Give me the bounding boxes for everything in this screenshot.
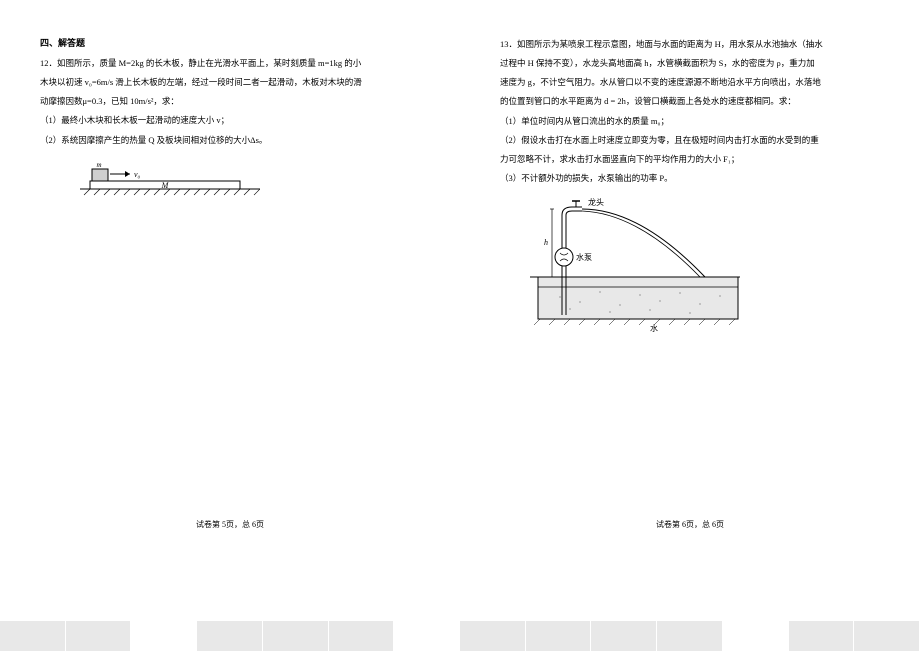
p13-sub3: （3）不计额外功的损失，水泵输出的功率 P。 (500, 170, 880, 186)
p12-line3: 动摩擦因数μ=0.3，已知 10m/s²，求： (40, 93, 420, 109)
page-left: 四、解答题 12．如图所示，质量 M=2kg 的长木板，静止在光滑水平面上，某时… (0, 0, 460, 620)
p13-line4: 的位置到管口的水平距离为 d = 2h，设管口横截面上各处水的速度都相同。求： (500, 93, 880, 109)
fig12-m: m (96, 161, 101, 169)
fig13-pump: 水泵 (576, 252, 592, 262)
section-title: 四、解答题 (40, 36, 420, 49)
p12-line1: 12．如图所示，质量 M=2kg 的长木板，静止在光滑水平面上，某时刻质量 m=… (40, 55, 420, 71)
fig13-h: h (544, 238, 548, 247)
fig13-tap: 龙头 (588, 197, 604, 207)
bottom-band (0, 621, 920, 651)
fig12-v0: v₀ (134, 170, 141, 179)
p13-sub1: （1）单位时间内从管口流出的水的质量 m₀； (500, 113, 880, 129)
p12-sub2: （2）系统因摩擦产生的热量 Q 及板块间相对位移的大小Δs。 (40, 132, 420, 148)
page-right: 13．如图所示为某喷泉工程示意图，地面与水面的距离为 H，用水泵从水池抽水（抽水… (460, 0, 920, 620)
p13-line2: 过程中 H 保持不变），水龙头高地面高 h，水管横截面积为 S，水的密度为 ρ，… (500, 55, 880, 71)
p13-sub2b: 力可忽略不计，求水击打水面竖直向下的平均作用力的大小 F₁； (500, 151, 880, 167)
p13-line1: 13．如图所示为某喷泉工程示意图，地面与水面的距离为 H，用水泵从水池抽水（抽水 (500, 36, 880, 52)
p12-line2: 木块以初速 v₀=6m/s 滑上长木板的左端，经过一段时间二者一起滑动，木板对木… (40, 74, 420, 90)
fig12-M: M (161, 181, 170, 190)
footer-right: 试卷第 6页，总 6页 (460, 519, 920, 530)
p12-sub1: （1）最终小木块和长木板一起滑动的速度大小 v； (40, 112, 420, 128)
footer-left: 试卷第 5页，总 6页 (0, 519, 460, 530)
p13-line3: 速度为 g，不计空气阻力。水从管口以不变的速度源源不断地沿水平方向喷出，水落地 (500, 74, 880, 90)
figure-13: 水泵 龙头 h 水 (530, 197, 750, 337)
figure-12: M m v₀ (80, 159, 260, 199)
fig13-water: 水 (650, 323, 658, 333)
p13-sub2a: （2）假设水击打在水面上时速度立即变为零，且在极短时间内击打水面的水受到的重 (500, 132, 880, 148)
